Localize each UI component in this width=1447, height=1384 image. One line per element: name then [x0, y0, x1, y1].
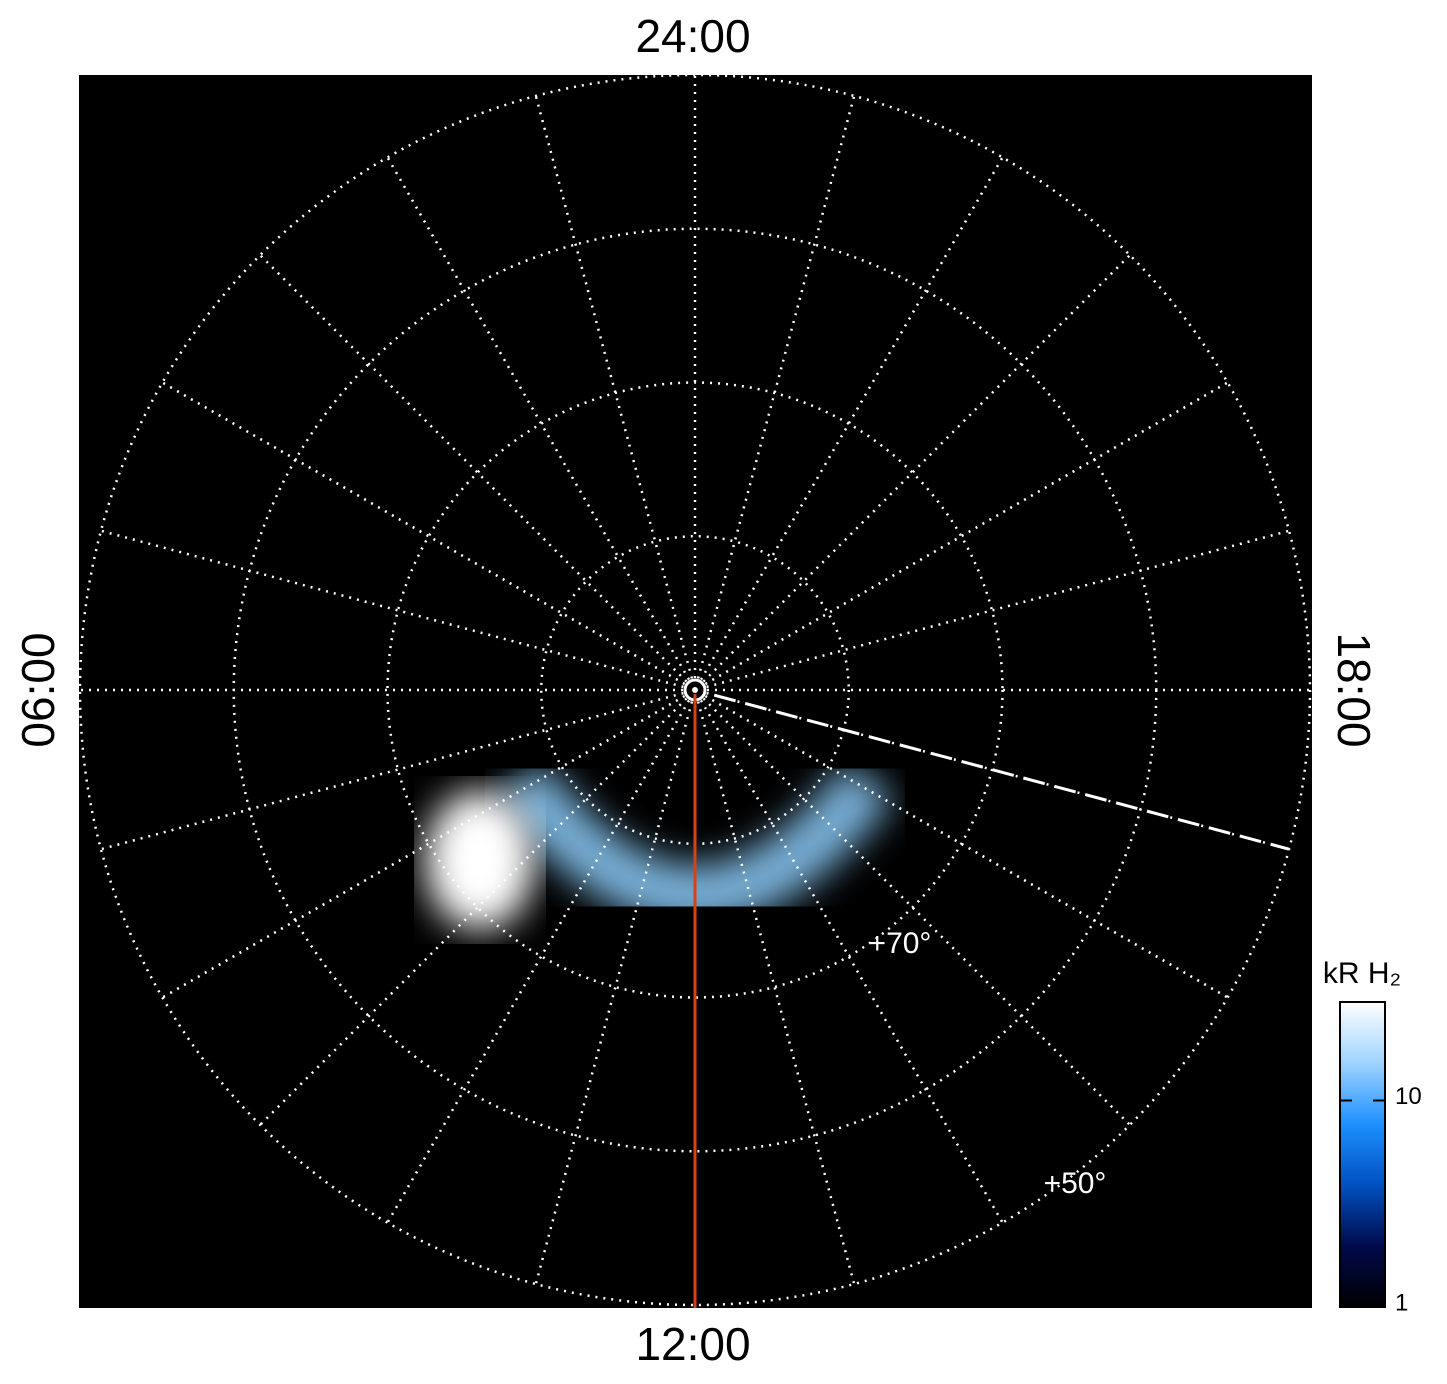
latitude-label: +50° [1044, 1167, 1107, 1200]
colorbar [1339, 1001, 1386, 1308]
hour-label: 12:00 [635, 1318, 750, 1370]
dashed-meridian [713, 693, 1290, 851]
colorbar-label: kR H₂ [1323, 957, 1401, 990]
pole-marker-inner [692, 687, 698, 693]
grid [79, 75, 1312, 1308]
labels: +70° +50° 24:00 06:00 12:00 18:00 1 10 kR H₂ [12, 10, 1422, 1370]
hour-label: 18:00 [1328, 632, 1380, 747]
hour-label: 24:00 [635, 10, 750, 62]
latitude-ring [79, 75, 1312, 1307]
latitude-ring [386, 381, 1004, 999]
latitude-label: +70° [869, 927, 932, 960]
bright-spot [425, 790, 535, 930]
colorbar-tick-label: 1 [1395, 1289, 1408, 1316]
hour-label: 06:00 [12, 632, 64, 747]
colorbar-tick-label: 10 [1395, 1083, 1422, 1110]
